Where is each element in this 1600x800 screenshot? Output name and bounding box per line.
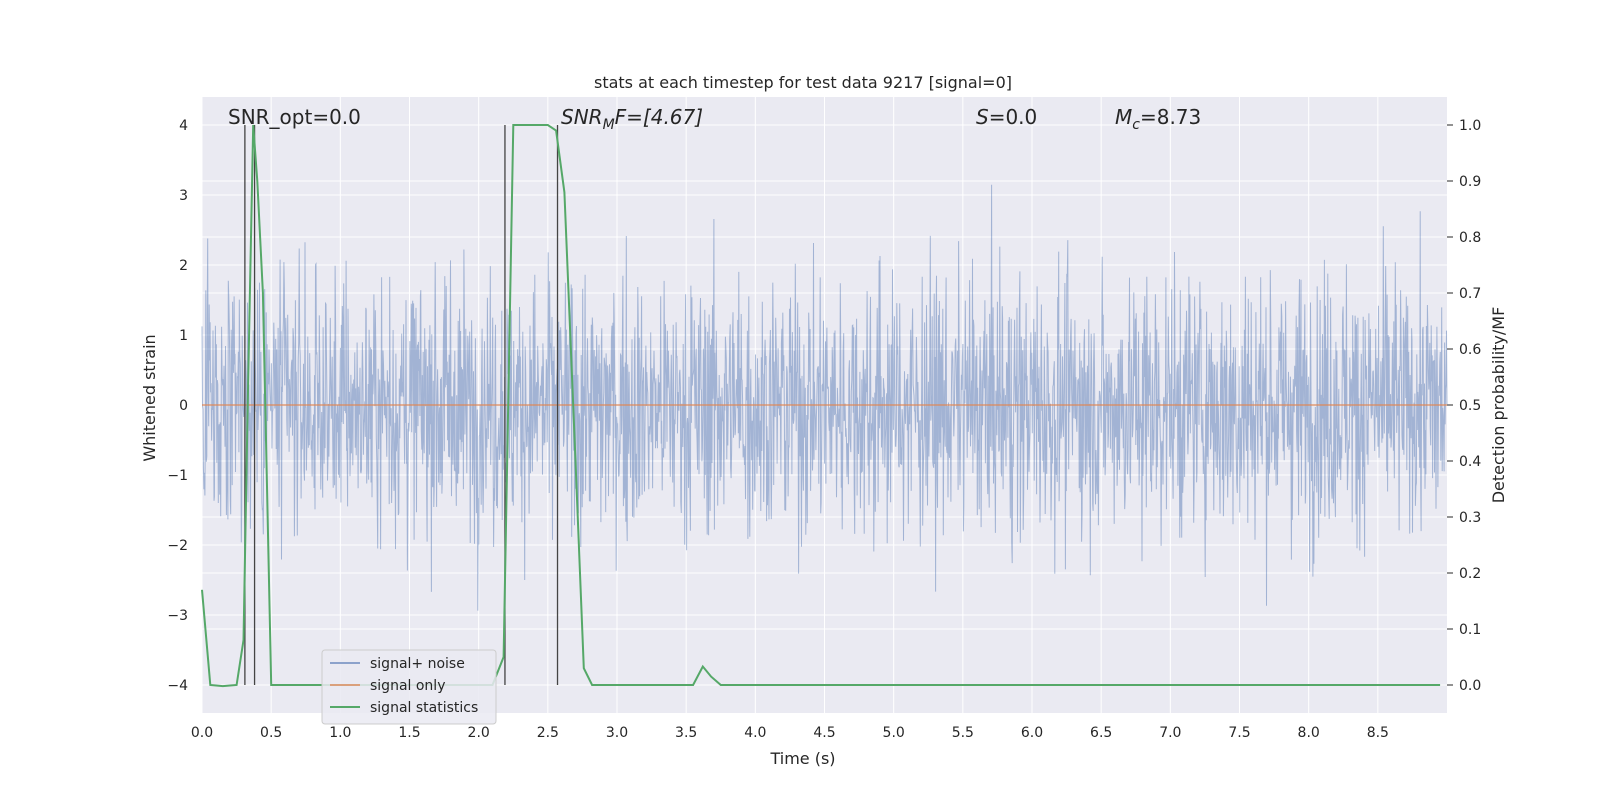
snr-mf-main: SNR [561, 105, 603, 129]
x-tick-label: 5.5 [952, 725, 974, 741]
x-tick-label: 0.0 [191, 725, 213, 741]
x-tick-label: 0.5 [260, 725, 282, 741]
y-tick-label-left: −1 [167, 468, 188, 484]
y-tick-label-right: 0.6 [1459, 342, 1481, 358]
y-tick-label-left: 1 [179, 328, 188, 344]
signal-statistics-series [201, 124, 1441, 688]
legend-box [321, 649, 497, 725]
left-y-axis-ticks: −4 −3 −2 −1 0 1 2 3 4 [167, 118, 188, 694]
mc-label: M [1115, 105, 1132, 129]
x-tick-label: 7.5 [1228, 725, 1250, 741]
x-tick-label: 5.0 [883, 725, 905, 741]
x-tick-label: 6.5 [1090, 725, 1112, 741]
right-y-axis-label: Detection probability/MF [1489, 307, 1508, 504]
y-tick-label-left: −2 [167, 538, 188, 554]
legend-label-signal-only: signal only [370, 678, 445, 694]
signal-statistics-line [201, 124, 1441, 688]
x-tick-label: 2.0 [468, 725, 490, 741]
x-tick-label: 1.5 [398, 725, 420, 741]
y-tick-label-right: 0.8 [1459, 230, 1481, 246]
x-tick-label: 4.0 [744, 725, 766, 741]
right-y-axis-ticks: 0.0 0.1 0.2 0.3 0.4 0.5 0.6 0.7 0.8 0.9 1.0 [1447, 118, 1481, 694]
x-tick-label: 7.0 [1159, 725, 1181, 741]
y-tick-label-right: 0.0 [1459, 678, 1481, 694]
snr-mf-annotation: SNRMF=[4.67] [561, 105, 703, 133]
chart-title: stats at each timestep for test data 921… [594, 73, 1012, 92]
x-axis-ticks: 0.0 0.5 1.0 1.5 2.0 2.5 3.0 3.5 4.0 4.5 5.0 5.5 6.0 6… [191, 725, 1389, 741]
x-tick-label: 2.5 [537, 725, 559, 741]
y-tick-label-right: 0.7 [1459, 286, 1481, 302]
y-tick-label-left: −3 [167, 608, 188, 624]
x-tick-label: 8.0 [1298, 725, 1320, 741]
mc-annotation: Mc=8.73 [1115, 105, 1201, 133]
x-tick-label: 3.5 [675, 725, 697, 741]
snr-mf-tail: F=[4.67] [615, 105, 703, 129]
s-label: S [976, 105, 989, 129]
x-tick-label: 8.5 [1367, 725, 1389, 741]
y-tick-label-left: 4 [179, 118, 188, 134]
snr-mf-sub: M [603, 117, 615, 133]
y-tick-label-right: 1.0 [1459, 118, 1481, 134]
y-tick-label-left: 0 [179, 398, 188, 414]
y-tick-label-left: 3 [179, 188, 188, 204]
s-annotation: S=0.0 [976, 105, 1037, 129]
y-tick-label-left: 2 [179, 258, 188, 274]
mc-value: =8.73 [1140, 105, 1201, 129]
y-tick-label-right: 0.1 [1459, 622, 1481, 638]
y-tick-label-right: 0.5 [1459, 398, 1481, 414]
left-y-axis-label: Whitened strain [140, 334, 159, 461]
mc-sub: c [1132, 117, 1140, 133]
legend-label-statistics: signal statistics [370, 700, 478, 716]
snr-opt-annotation: SNR_opt=0.0 [228, 105, 361, 129]
y-tick-label-right: 0.4 [1459, 454, 1481, 470]
y-tick-label-right: 0.3 [1459, 510, 1481, 526]
y-tick-label-right: 0.9 [1459, 174, 1481, 190]
x-tick-label: 3.0 [606, 725, 628, 741]
s-value: =0.0 [989, 105, 1038, 129]
x-axis-label: Time (s) [769, 749, 835, 768]
legend-label-noise: signal+ noise [370, 656, 465, 672]
legend: signal+ noise signal only signal statist… [321, 649, 497, 725]
y-tick-label-left: −4 [167, 678, 188, 694]
x-tick-label: 4.5 [813, 725, 835, 741]
signal-noise-series [201, 184, 1448, 611]
x-tick-label: 1.0 [329, 725, 351, 741]
x-tick-label: 6.0 [1021, 725, 1043, 741]
signal-noise-line [201, 184, 1448, 611]
y-tick-label-right: 0.2 [1459, 566, 1481, 582]
